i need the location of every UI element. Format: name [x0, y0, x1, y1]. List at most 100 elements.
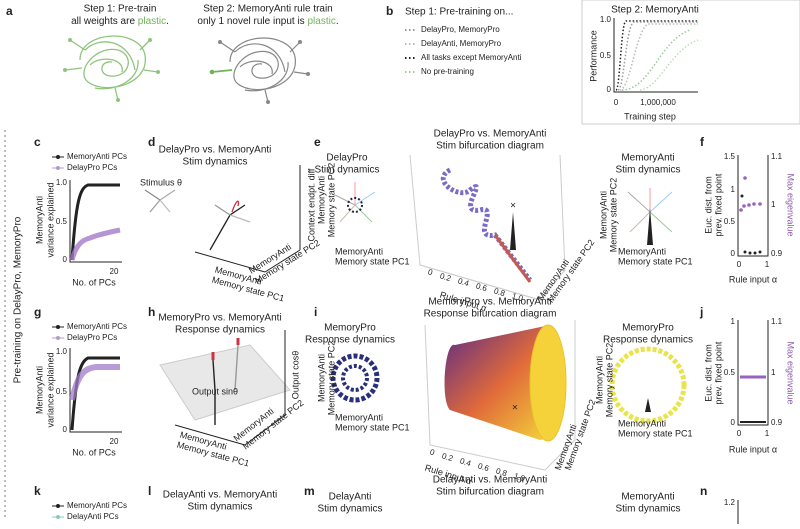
title: DelayAnti vs. MemoryAnti [163, 490, 277, 501]
x-tick-label: 0.6 [477, 461, 491, 473]
title: Stim bifurcation diagram [436, 141, 544, 152]
marker [510, 212, 516, 250]
axis-label: MemoryAnti [598, 191, 608, 239]
legend-entry: No pre-training [421, 67, 474, 76]
axes3d [194, 165, 301, 273]
legend-markers [52, 504, 64, 519]
y-label: MemoryAnti [34, 196, 44, 244]
legend-entry: DelayAnti, MemoryPro [421, 39, 502, 48]
network-nodes [209, 40, 310, 104]
title: DelayAnti vs. MemoryAnti [433, 475, 547, 486]
axis-label: Memory state PC2 [604, 343, 614, 418]
legend-entry: DelayPro, MemoryPro [421, 25, 500, 34]
x-tick-label: 1.0 [511, 291, 525, 303]
title: Stim dynamics [615, 504, 680, 515]
panel-label: e [314, 135, 321, 149]
y2-tick-label: 0.9 [771, 249, 783, 258]
title: MemoryPro vs. MemoryAnti [158, 313, 281, 324]
y-label: Performance [588, 30, 598, 82]
legend-markers [405, 29, 417, 73]
axis-label: MemoryAnti [316, 176, 326, 224]
y-tick-label: 0 [63, 425, 68, 434]
x-tick-label: 0 [737, 429, 742, 438]
legend-entry: DelayPro PCs [67, 333, 117, 342]
panel-label: m [304, 484, 315, 498]
x-label: No. of PCs [72, 277, 116, 287]
panel-label: k [34, 484, 41, 498]
legend-entry: DelayPro PCs [67, 163, 117, 172]
y-tick-label: 0.5 [56, 387, 68, 396]
y-label: Euc. dist. from [703, 176, 713, 234]
y-tick-label: 1 [731, 185, 736, 194]
legend-entry: MemoryAnti PCs [67, 322, 127, 331]
y2-tick-label: 1.1 [771, 317, 783, 326]
fan [334, 182, 376, 223]
y-label: prev. fixed point [713, 173, 723, 236]
title: DelayPro vs. MemoryAnti [159, 145, 272, 156]
panel-label: a [6, 4, 13, 18]
x-tick-label: 0 [737, 260, 742, 269]
axis-label: MemoryAnti [316, 354, 326, 402]
panel-label: c [34, 135, 41, 149]
y-label: prev. fixed point [713, 341, 723, 404]
axis-label: Memory state PC2 [326, 341, 336, 416]
cross: × [510, 201, 516, 212]
panel-label: l [148, 484, 151, 498]
title: Stim dynamics [314, 165, 379, 176]
network-gray [211, 37, 309, 103]
bifurcation [493, 234, 532, 283]
x-tick-label: 1,000,000 [640, 98, 676, 107]
curve [69, 227, 121, 261]
x-tick-label: 0.2 [441, 451, 455, 463]
y2-tick-label: 0.9 [771, 418, 783, 427]
axis-label: Memory state PC1 [335, 422, 410, 432]
x-tick-label: 20 [110, 437, 119, 446]
legend-markers [52, 155, 64, 170]
trajectories [209, 200, 251, 251]
x-tick-label: 0.6 [475, 281, 489, 293]
legend-entry: All tasks except MemoryAnti [421, 53, 522, 62]
y2-tick-label: 1.1 [771, 152, 783, 161]
box3d [409, 154, 566, 301]
x-tick-label: 0 [427, 267, 434, 277]
y-tick-label: 1.2 [724, 498, 736, 507]
marker [647, 208, 653, 245]
y-label: Euc. dist. from [703, 344, 713, 402]
panel-label: f [700, 135, 705, 149]
step-title: Step 1: Pre-train [84, 4, 157, 15]
panel-label: n [700, 484, 707, 498]
axis-label: Memory state PC1 [335, 256, 410, 266]
title: Response bifurcation diagram [424, 309, 557, 320]
title: MemoryAnti [621, 153, 674, 164]
cone-end [529, 324, 567, 442]
curves [615, 20, 699, 91]
y-tick-label: 1 [731, 317, 736, 326]
y-tick-label: 0 [731, 418, 736, 427]
y-label: MemoryAnti [34, 366, 44, 414]
y2-tick-label: 1 [771, 368, 776, 377]
axis-label: Context endpt. diff [306, 168, 316, 241]
x-tick-label: 0.4 [459, 456, 473, 468]
y-tick-label: 0.5 [724, 217, 736, 226]
side-label: Pre-training on DelayPro, MemoryPro [13, 216, 24, 383]
x-label: No. of PCs [72, 447, 116, 457]
ring [330, 353, 380, 403]
y-tick-label: 1.0 [56, 178, 68, 187]
axis-label: Memory state PC1 [618, 428, 693, 438]
box3d [424, 320, 576, 471]
title: MemoryPro [324, 323, 376, 334]
title: DelayPro vs. MemoryAnti [434, 129, 547, 140]
curve [69, 364, 120, 401]
title: MemoryAnti [621, 492, 674, 503]
title: Response dynamics [603, 335, 693, 346]
axes [613, 18, 698, 93]
y-tick-label: 0.5 [600, 51, 612, 60]
ring [609, 346, 687, 424]
title: MemoryPro vs. MemoryAnti [428, 297, 551, 308]
ring [341, 364, 369, 392]
marker [645, 398, 651, 412]
step-title: Step 2: MemoryAnti rule train [203, 4, 333, 15]
y-tick-label: 0 [607, 85, 612, 94]
x-tick-label: 0 [429, 447, 436, 457]
